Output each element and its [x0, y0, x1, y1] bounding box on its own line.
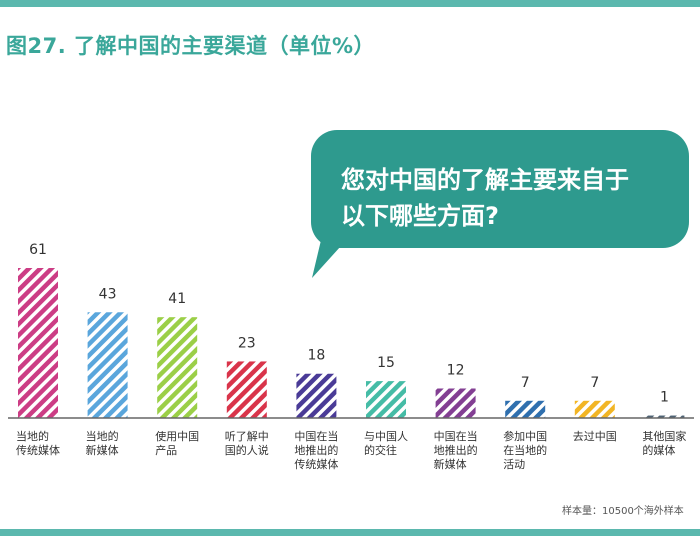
bottom-accent-bar	[0, 529, 700, 536]
bar-value-label-3: 23	[238, 335, 256, 351]
bar-1	[87, 312, 128, 418]
category-label-9: 其他国家 的媒体	[642, 430, 687, 457]
bar-5	[366, 381, 406, 418]
bar-9	[644, 415, 685, 418]
category-label-0: 当地的 传统媒体	[16, 430, 60, 457]
bar-7	[505, 400, 546, 418]
category-label-4: 中国在当 地推出的 传统媒体	[294, 430, 339, 471]
bar-value-label-2: 41	[168, 291, 186, 307]
bar-6	[435, 388, 476, 418]
chart-title: 图27. 了解中国的主要渠道（单位%）	[6, 34, 376, 58]
callout-line-1: 您对中国的了解主要来自于	[341, 166, 629, 194]
category-label-1: 当地的 新媒体	[85, 430, 119, 457]
category-label-7: 参加中国 在当地的 活动	[503, 430, 548, 471]
category-label-3: 听了解中 国的人说	[224, 430, 269, 457]
bar-2	[157, 317, 198, 418]
speech-bubble-text: 您对中国的了解主要来自于 以下哪些方面?	[341, 162, 700, 234]
bar-4	[296, 373, 337, 418]
sample-size-note: 样本量：10500个海外样本	[562, 506, 684, 517]
bar-value-label-7: 7	[521, 375, 530, 391]
callout-line-2: 以下哪些方面?	[341, 202, 499, 230]
bar-value-label-0: 61	[29, 242, 47, 258]
top-accent-bar	[0, 0, 700, 7]
bar-3	[226, 361, 267, 418]
bar-value-label-9: 1	[660, 390, 669, 406]
category-label-5: 与中国人 的交往	[364, 430, 408, 457]
category-label-2: 使用中国 产品	[155, 430, 200, 457]
bar-value-label-5: 15	[377, 355, 395, 371]
bar-8	[574, 400, 615, 418]
bar-value-label-1: 43	[99, 286, 117, 302]
bar-value-label-4: 18	[307, 348, 325, 364]
category-label-8: 去过中国	[572, 430, 617, 443]
bar-value-label-6: 12	[447, 362, 465, 378]
category-label-6: 中国在当 地推出的 新媒体	[433, 430, 478, 471]
bar-value-label-8: 7	[590, 375, 599, 391]
bar-0	[18, 268, 58, 418]
